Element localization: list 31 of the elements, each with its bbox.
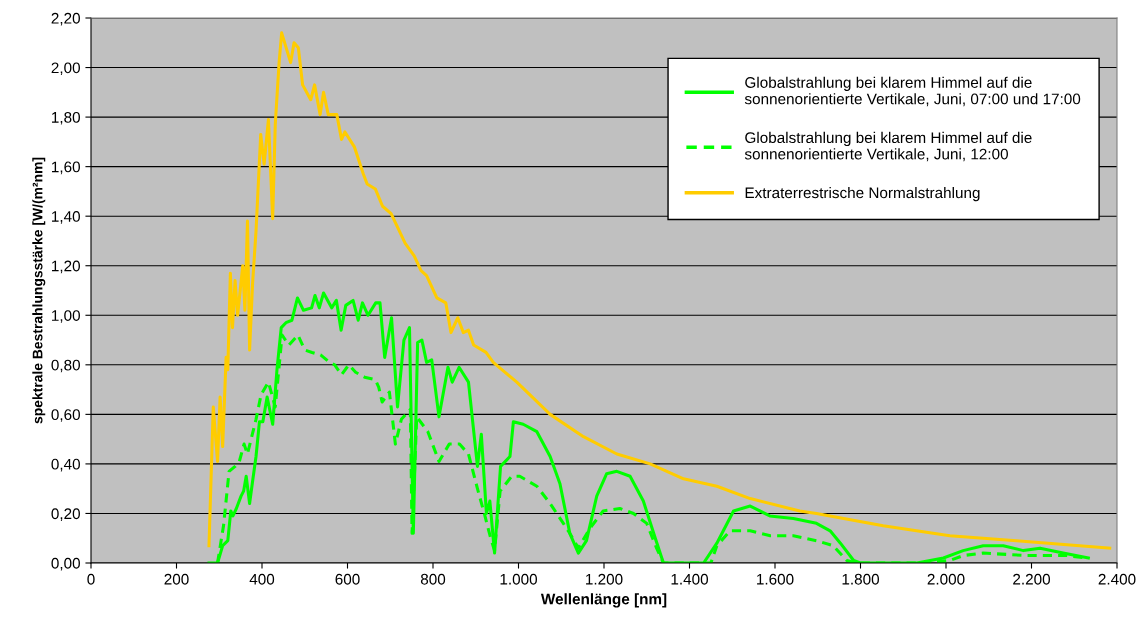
x-tick-label: 1.200	[586, 573, 623, 585]
x-tick-label: 1.600	[757, 573, 794, 585]
x-tick-label: 1.400	[671, 573, 709, 585]
y-tick-label: 0,20	[51, 508, 80, 521]
x-tick-label: 0	[87, 573, 95, 585]
x-tick-label: 400	[249, 573, 275, 585]
x-tick-label: 2.000	[927, 573, 965, 585]
x-tick-label: 600	[335, 573, 360, 585]
legend-label: Extraterrestrische Normalstrahlung	[745, 186, 980, 202]
x-tick-label: 1.000	[500, 573, 538, 585]
y-tick-label: 0,00	[51, 557, 80, 571]
line-series	[207, 31, 1112, 550]
y-tick-label: 1,00	[52, 310, 80, 323]
x-tick-label: 200	[164, 573, 189, 585]
y-axis-title: spektrale Bestrahlungsstärke [W/(m²nm]	[32, 157, 46, 424]
x-tick-label: 2.200	[1013, 573, 1051, 585]
x-axis-title: Wellenlänge [nm]	[540, 593, 667, 608]
legend-label: Globalstrahlung bei klarem Himmel auf die sonnenorientierte Vertikale, Juni, 12:00	[744, 131, 1032, 162]
y-tick-label: 1,60	[52, 161, 80, 175]
y-tick-label: 0,80	[51, 359, 80, 373]
y-tick-label: 0,60	[51, 409, 80, 422]
x-tick-label: 800	[420, 573, 446, 585]
y-tick-label: 0,40	[51, 458, 80, 472]
legend-label: Globalstrahlung bei klarem Himmel auf die sonnenorientierte Vertikale, Juni, 07:00 und 17:00	[744, 76, 1081, 107]
y-tick-label: 1,20	[52, 260, 80, 274]
x-tick-label: 2.400	[1098, 573, 1136, 585]
y-tick-label: 2,00	[51, 62, 80, 76]
x-tick-label: 1.800	[842, 573, 880, 585]
y-tick-label: 1,40	[52, 211, 80, 224]
y-tick-label: 1,80	[52, 111, 80, 125]
y-tick-label: 2,20	[51, 12, 80, 26]
